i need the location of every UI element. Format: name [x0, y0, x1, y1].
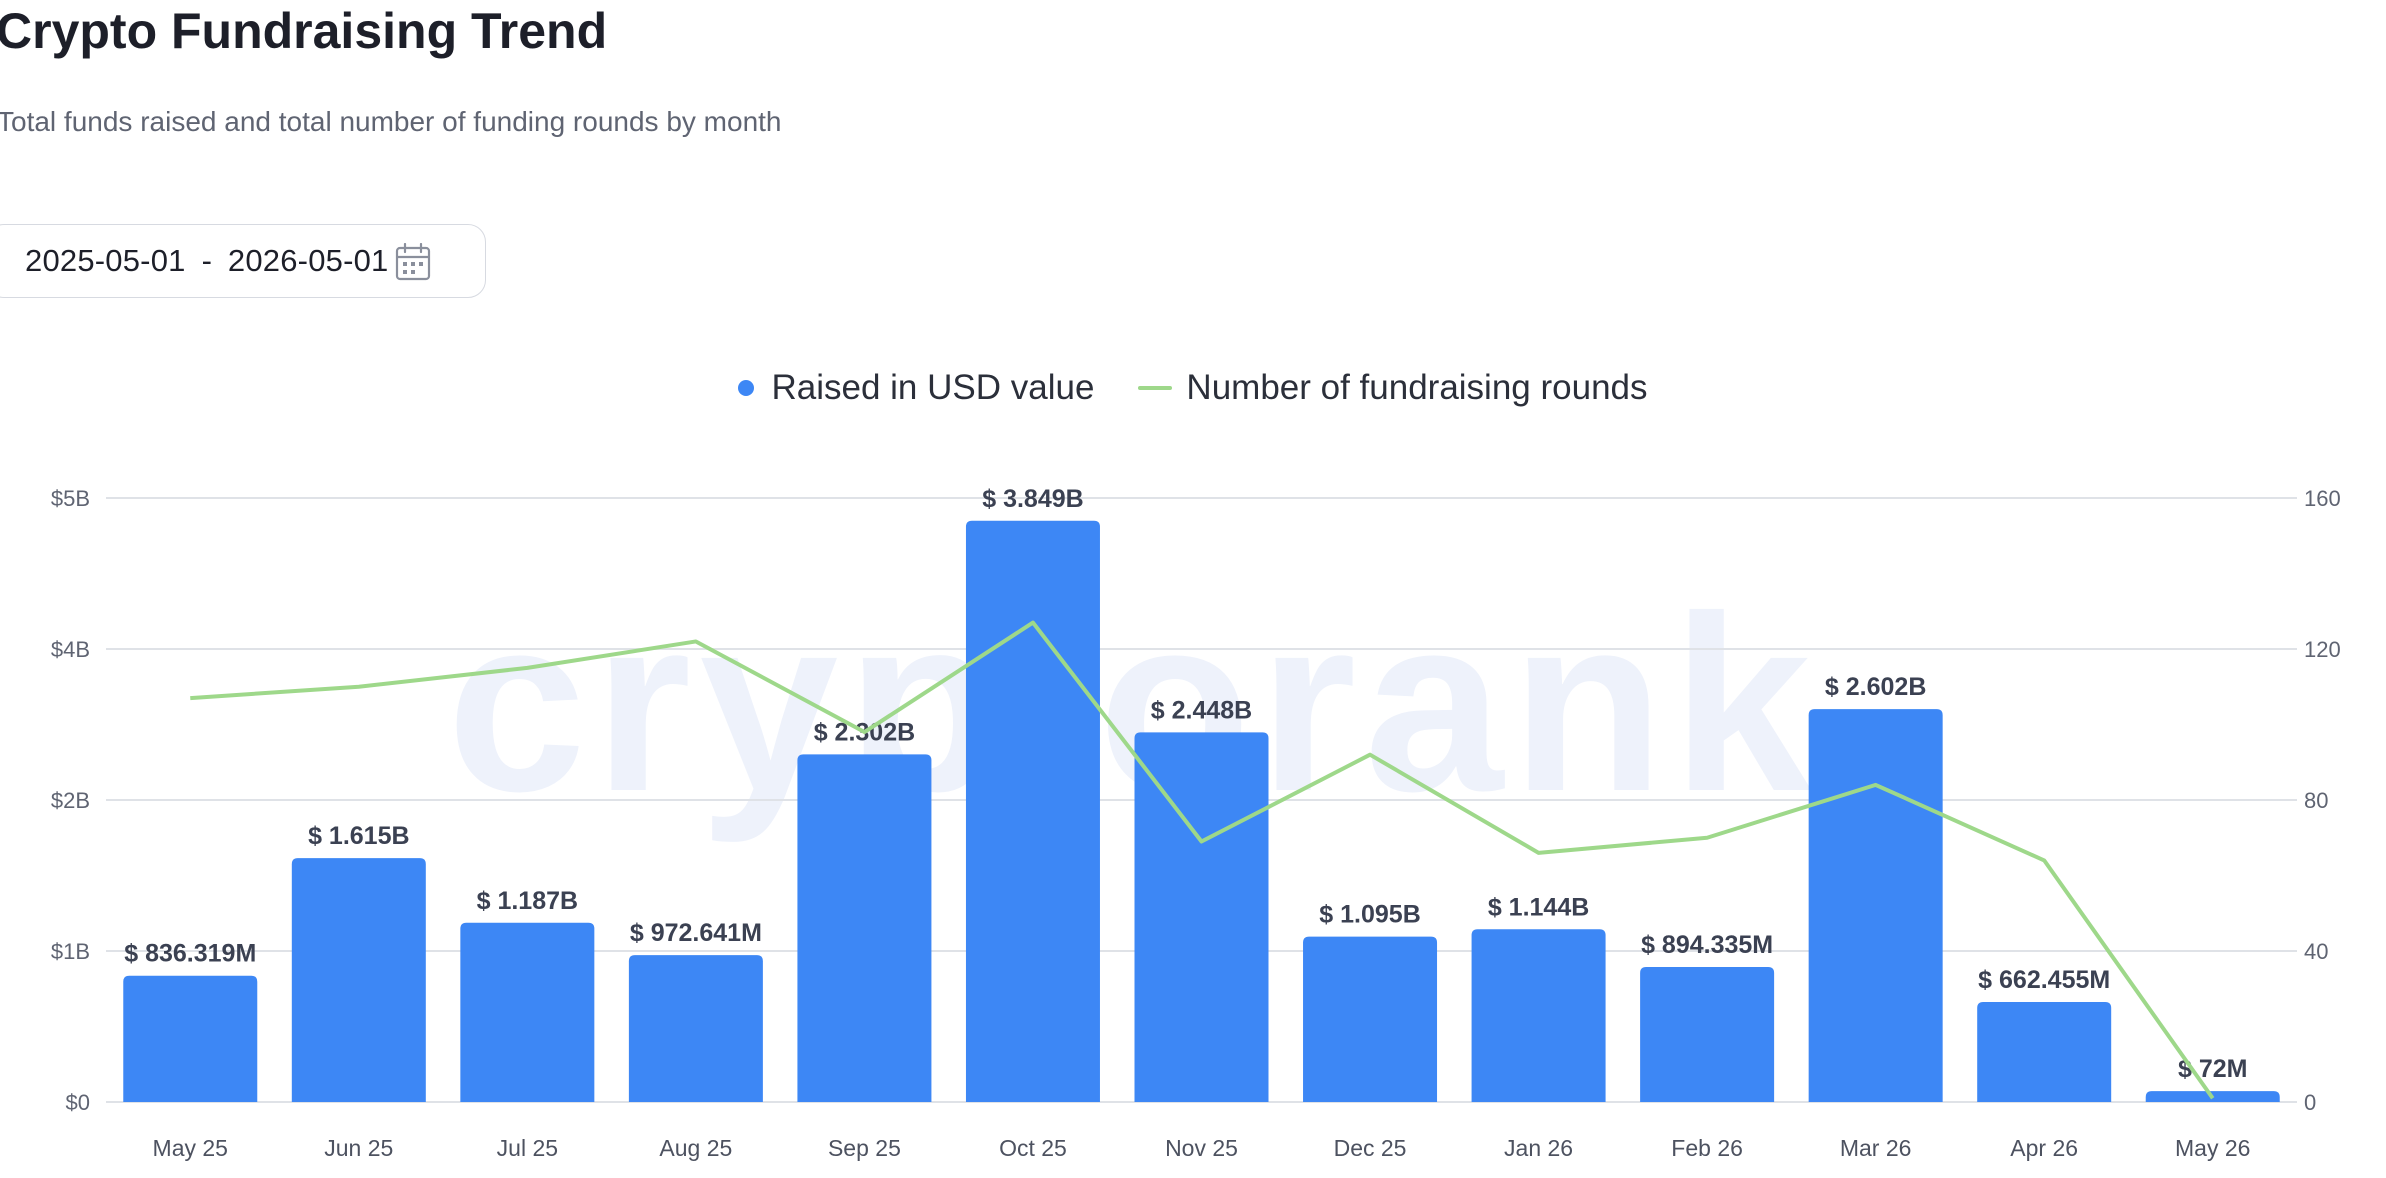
legend-label-raised: Raised in USD value [771, 368, 1095, 407]
page-title: Crypto Fundraising Trend [0, 3, 608, 59]
x-tick-label: Jun 25 [324, 1135, 393, 1161]
x-tick-label: Jul 25 [497, 1135, 558, 1161]
bar [1303, 936, 1438, 1102]
bar-value-label: $ 1.144B [1488, 893, 1589, 921]
date-range-start: 2025-05-01 [25, 243, 186, 278]
x-tick-label: Dec 25 [1334, 1135, 1407, 1161]
bar-value-label: $ 662.455M [1978, 966, 2110, 994]
y-right-tick-label: 40 [2304, 939, 2328, 964]
x-tick-label: Feb 26 [1671, 1135, 1743, 1161]
bar [628, 955, 763, 1102]
bar-value-label: $ 2.448B [1151, 696, 1252, 724]
legend-line-icon [1138, 386, 1173, 390]
bar-value-label: $ 1.187B [477, 887, 578, 915]
chart-legend: Raised in USD value Number of fundraisin… [0, 368, 2386, 408]
x-tick-label: Mar 26 [1840, 1135, 1912, 1161]
bar [291, 858, 426, 1102]
bar-value-label: $ 972.641M [630, 919, 762, 947]
legend-item-raised[interactable]: Raised in USD value [738, 368, 1094, 408]
x-tick-label: Oct 25 [999, 1135, 1067, 1161]
x-tick-label: May 25 [153, 1135, 228, 1161]
bar [1977, 1001, 2112, 1102]
bar [123, 975, 258, 1102]
bar [1640, 966, 1775, 1102]
date-range-separator: - [201, 243, 212, 278]
x-tick-label: Nov 25 [1165, 1135, 1238, 1161]
y-right-tick-label: 80 [2304, 788, 2328, 813]
x-tick-label: Apr 26 [2010, 1135, 2078, 1161]
bar [797, 754, 932, 1102]
page-subtitle: Total funds raised and total number of f… [0, 106, 782, 137]
bar-value-label: $ 1.095B [1319, 901, 1420, 929]
y-left-tick-label: $4B [51, 637, 90, 662]
watermark-logo: cryptorank [447, 564, 1819, 843]
bar-value-label: $ 3.849B [982, 485, 1083, 513]
x-tick-label: May 26 [2175, 1135, 2250, 1161]
bar-value-label: $ 72M [2178, 1055, 2247, 1083]
y-left-tick-label: $5B [51, 486, 90, 511]
bar [460, 922, 595, 1102]
y-left-tick-label: $0 [66, 1090, 90, 1115]
y-right-tick-label: 160 [2304, 486, 2341, 511]
x-tick-label: Sep 25 [828, 1135, 901, 1161]
bar [1471, 929, 1606, 1102]
calendar-icon[interactable] [395, 243, 431, 281]
bar [965, 520, 1100, 1102]
bar-value-label: $ 2.602B [1825, 673, 1926, 701]
bar-value-label: $ 836.319M [124, 940, 256, 968]
y-right-tick-label: 0 [2304, 1090, 2316, 1115]
date-range-picker[interactable]: 2025-05-01 - 2026-05-01 [0, 224, 486, 298]
date-range-end: 2026-05-01 [227, 243, 389, 278]
rounds-line [190, 620, 2215, 1100]
y-left-tick-label: $2B [51, 788, 90, 813]
x-tick-label: Aug 25 [659, 1135, 732, 1161]
y-right-tick-label: 120 [2304, 637, 2341, 662]
y-left-tick-label: $1B [51, 939, 90, 964]
bar [1808, 709, 1943, 1102]
bar [1134, 732, 1269, 1102]
bar-value-label: $ 1.615B [308, 822, 409, 850]
bar-value-label: $ 894.335M [1641, 931, 1773, 959]
legend-label-rounds: Number of fundraising rounds [1186, 368, 1648, 407]
legend-item-rounds[interactable]: Number of fundraising rounds [1138, 368, 1648, 408]
legend-dot-icon [738, 380, 755, 396]
x-tick-label: Jan 26 [1504, 1135, 1573, 1161]
